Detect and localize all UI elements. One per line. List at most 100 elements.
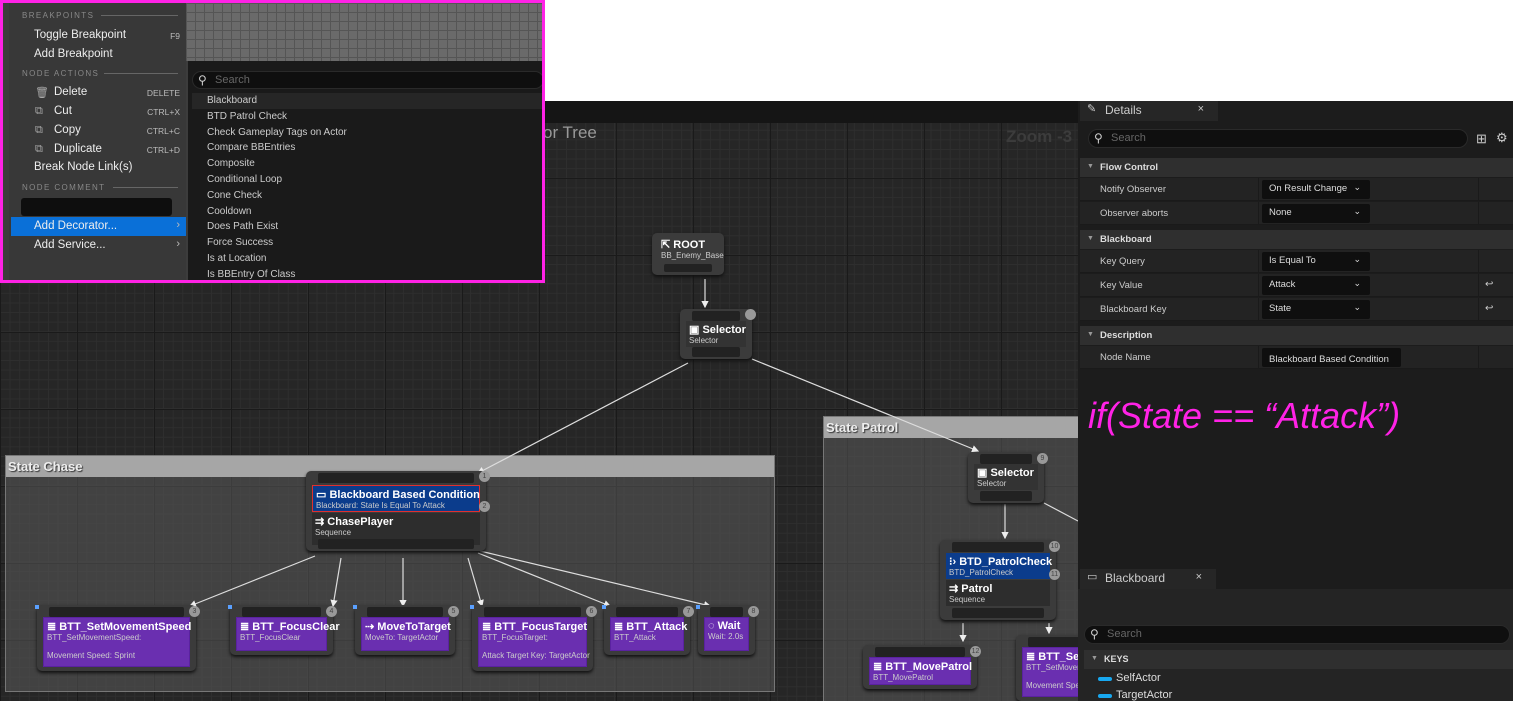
input-pin[interactable] <box>875 647 965 657</box>
zoom-level: Zoom -3 <box>1006 127 1073 146</box>
patrol-node[interactable]: ⁝› BTD_PatrolCheck BTD_PatrolCheck ⇉ Patr… <box>940 540 1060 620</box>
input-pin[interactable] <box>952 542 1044 552</box>
input-pin[interactable] <box>692 311 740 321</box>
output-pin[interactable] <box>664 264 712 272</box>
observer-aborts-dropdown[interactable]: None ⌄ <box>1262 204 1370 223</box>
submenu-item[interactable]: Cooldown <box>207 205 252 217</box>
task-node-attack[interactable]: ≣ BTT_Attack BTT_Attack 7 <box>602 605 694 655</box>
decorator-patrol-check[interactable]: ⁝› BTD_PatrolCheck BTD_PatrolCheck <box>946 553 1052 579</box>
blackboard-search-input[interactable]: ⚲ Search <box>1084 625 1510 644</box>
input-pin[interactable] <box>49 607 184 617</box>
key-value-dropdown[interactable]: Attack ⌄ <box>1262 276 1370 295</box>
submenu-item[interactable]: Force Success <box>207 237 274 249</box>
submenu-item[interactable]: Cone Check <box>207 189 263 201</box>
pencil-icon: ✎ <box>1087 103 1097 115</box>
close-icon[interactable]: × <box>1195 571 1202 583</box>
input-pin[interactable] <box>242 607 321 617</box>
root-icon: ⇱ <box>661 239 674 251</box>
chevron-down-icon: ⌄ <box>1353 182 1361 192</box>
blackboard-key-dropdown[interactable]: State ⌄ <box>1262 300 1370 319</box>
input-pin[interactable] <box>616 607 678 617</box>
execution-order: 4 <box>326 606 337 617</box>
close-icon[interactable]: × <box>1197 103 1204 115</box>
submenu-item[interactable]: Composite <box>207 158 255 170</box>
section-node-comment: NODE COMMENT <box>22 183 106 192</box>
submenu-item[interactable]: BTD Patrol Check <box>207 110 288 122</box>
reset-icon[interactable]: ↩ <box>1485 279 1494 290</box>
graph-canvas[interactable]: or Tree Zoom -3 State Chase State Patrol… <box>0 101 1078 701</box>
input-pin[interactable] <box>318 473 474 483</box>
execution-order: 10 <box>1049 541 1060 552</box>
submenu-search-input[interactable]: ⚲ Search <box>192 71 542 89</box>
breakpoint-marker <box>602 605 606 609</box>
input-pin[interactable] <box>980 454 1032 464</box>
menu-item-add-decorator[interactable]: Add Decorator... › <box>11 217 186 236</box>
input-pin[interactable] <box>1028 637 1078 647</box>
property-key-query: Key Query Is Equal To ⌄ <box>1080 250 1513 273</box>
blackboard-key[interactable]: SelfActor <box>1098 672 1161 684</box>
chase-player-node[interactable]: ▭ Blackboard Based Condition Blackboard: … <box>306 471 490 551</box>
category-flow-control[interactable]: Flow Control <box>1080 158 1513 177</box>
search-icon: ⚲ <box>1094 131 1103 145</box>
input-pin[interactable] <box>710 607 743 617</box>
section-node-actions: NODE ACTIONS <box>22 69 100 78</box>
menu-item-duplicate[interactable]: ⧉ Duplicate CTRL+D <box>35 143 180 155</box>
output-pin[interactable] <box>692 347 740 357</box>
menu-item-add-breakpoint[interactable]: Add Breakpoint <box>34 48 113 60</box>
tab-details[interactable]: ✎ Details × <box>1080 101 1218 121</box>
node-comment-input[interactable] <box>21 198 172 216</box>
submenu-item[interactable]: Does Path Exist <box>207 221 279 233</box>
output-pin[interactable] <box>952 608 1044 618</box>
key-query-dropdown[interactable]: Is Equal To ⌄ <box>1262 252 1370 271</box>
task-node-focus-target[interactable]: ≣ BTT_FocusTarget BTT_FocusTarget: Attack … <box>470 605 597 671</box>
table-view-icon[interactable]: ⊞ <box>1476 131 1487 146</box>
annotation-text: if(State == “Attack”) <box>1088 395 1401 436</box>
task-icon: ≣ <box>614 621 627 633</box>
submenu-item[interactable]: Is at Location <box>207 253 267 264</box>
submenu-item[interactable]: Compare BBEntries <box>207 142 296 154</box>
root-node[interactable]: ⇱ ROOT BB_Enemy_Base <box>652 233 724 275</box>
submenu-item[interactable]: Check Gameplay Tags on Actor <box>207 126 347 138</box>
menu-item-break-node-links[interactable]: Break Node Link(s) <box>34 161 133 173</box>
submenu-item[interactable]: Conditional Loop <box>207 174 283 185</box>
sequence-icon: ⇉ <box>315 516 328 528</box>
chevron-down-icon: ⌄ <box>1353 302 1361 312</box>
task-node-focus-clear[interactable]: ≣ BTT_FocusClear BTT_FocusClear 4 <box>228 605 340 655</box>
task-icon: ≣ <box>47 621 60 633</box>
tab-blackboard[interactable]: ▭ Blackboard × <box>1080 569 1216 589</box>
task-node-set-movement-speed[interactable]: ≣ BTT_SetMovementSpeed BTT_SetMovementSpe… <box>35 605 200 671</box>
task-node-wait[interactable]: ◌ Wait Wait: 2.0s 8 <box>696 605 759 655</box>
submenu-item[interactable]: Is BBEntry Of Class <box>207 268 296 280</box>
decorator-blackboard-based-condition[interactable]: ▭ Blackboard Based Condition Blackboard: … <box>312 485 480 512</box>
reset-icon[interactable]: ↩ <box>1485 303 1494 314</box>
execution-order: 11 <box>1049 569 1060 580</box>
chevron-right-icon: › <box>176 238 180 250</box>
details-search-input[interactable]: ⚲ Search <box>1088 129 1468 148</box>
patrol-selector-node[interactable]: ▣ Selector Selector 9 <box>968 452 1048 503</box>
keys-header[interactable]: KEYS <box>1084 650 1513 669</box>
menu-item-add-service[interactable]: Add Service... › <box>34 238 180 251</box>
task-node-move-to-target[interactable]: ⇢ MoveToTarget MoveTo: TargetActor 5 <box>353 605 459 655</box>
notify-observer-dropdown[interactable]: On Result Change ⌄ <box>1262 180 1370 199</box>
breakpoint-marker <box>470 605 474 609</box>
menu-item-delete[interactable]: 🗑 Delete DELETE <box>35 86 180 99</box>
selector-node[interactable]: ▣ Selector Selector <box>680 309 756 359</box>
menu-item-copy[interactable]: ⧉ Copy CTRL+C <box>35 124 180 136</box>
task-icon: ◌ <box>708 620 718 632</box>
output-pin[interactable] <box>318 539 474 549</box>
submenu-item[interactable]: Blackboard <box>192 93 542 109</box>
output-pin[interactable] <box>980 491 1032 501</box>
gear-icon[interactable]: ⚙ <box>1496 130 1508 145</box>
menu-item-cut[interactable]: ⧉ Cut CTRL+X <box>35 105 180 117</box>
task-node-move-patrol[interactable]: ≣ BTT_MovePatrol BTT_MovePatrol 12 <box>863 645 981 689</box>
category-description[interactable]: Description <box>1080 326 1513 345</box>
category-blackboard[interactable]: Blackboard <box>1080 230 1513 249</box>
blackboard-key[interactable]: TargetActor <box>1098 689 1172 701</box>
input-pin[interactable] <box>367 607 443 617</box>
node-name-input[interactable] <box>1262 348 1401 367</box>
input-pin[interactable] <box>484 607 581 617</box>
menu-item-toggle-breakpoint[interactable]: Toggle Breakpoint F9 <box>34 29 180 41</box>
chevron-down-icon: ⌄ <box>1353 206 1361 216</box>
execution-order: 8 <box>748 606 759 617</box>
